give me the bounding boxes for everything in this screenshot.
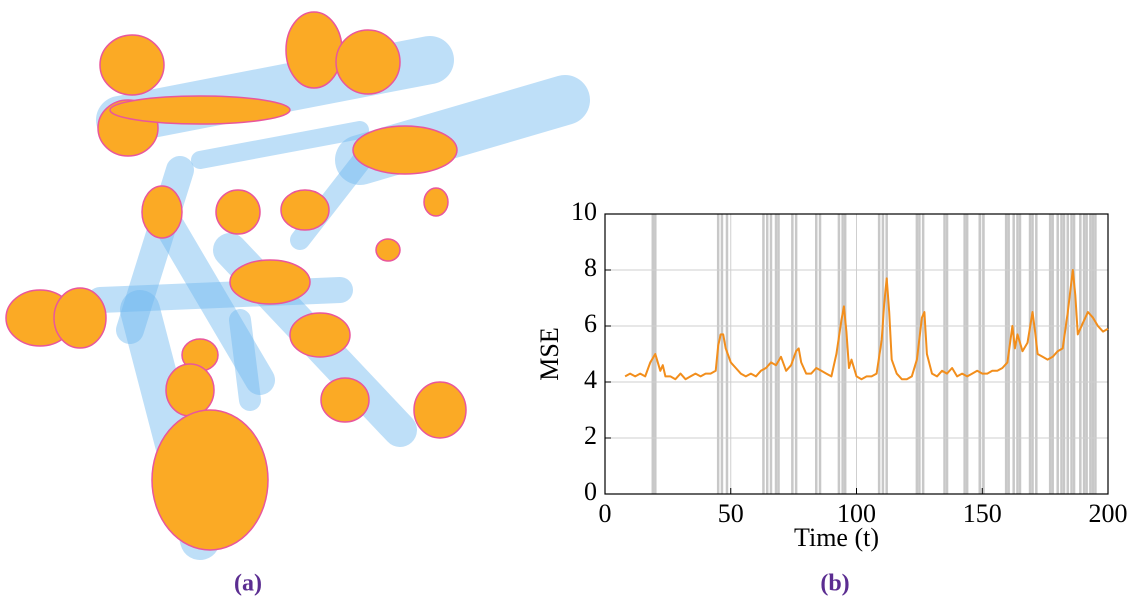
blobs xyxy=(5,11,467,551)
y-tick-label: 2 xyxy=(584,421,597,450)
x-axis-label: Time (t) xyxy=(794,523,879,552)
x-tick-label: 200 xyxy=(1089,499,1128,528)
volume-render xyxy=(5,11,590,560)
y-tick-label: 6 xyxy=(584,309,597,338)
y-tick-label: 0 xyxy=(584,477,597,506)
y-axis-label: MSE xyxy=(535,327,564,380)
plot-frame xyxy=(604,213,1109,495)
x-tick-label: 0 xyxy=(599,499,612,528)
x-tick-label: 50 xyxy=(718,499,744,528)
caption: (b) xyxy=(820,571,849,597)
y-tick-label: 4 xyxy=(584,365,597,394)
line-series xyxy=(624,269,1109,381)
y-tick-label: 10 xyxy=(571,197,597,226)
y-tick-label: 8 xyxy=(584,253,597,282)
x-tick-label: 100 xyxy=(837,499,876,528)
x-tick-label: 150 xyxy=(963,499,1002,528)
caption: (a) xyxy=(234,571,262,597)
